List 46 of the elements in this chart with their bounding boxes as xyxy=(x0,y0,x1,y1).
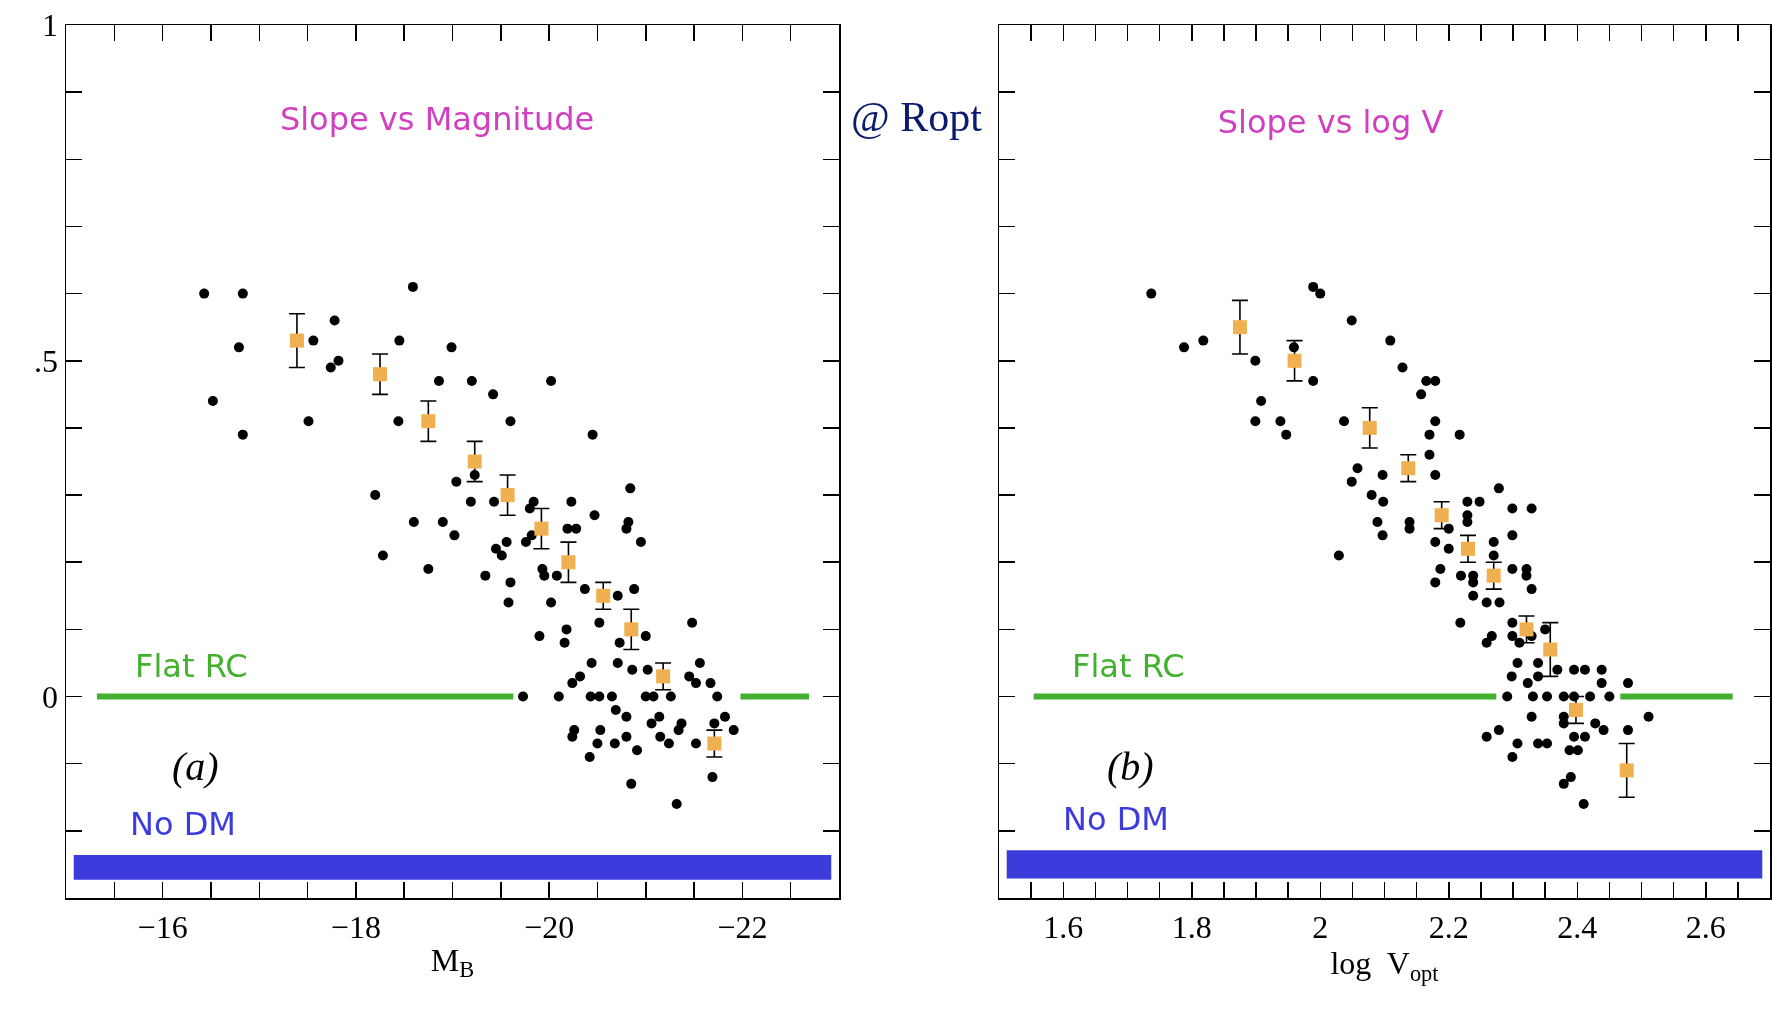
x-tick-label: 2.6 xyxy=(1685,908,1726,945)
text: Slope vs Magnitude xyxy=(279,100,595,139)
point xyxy=(596,588,611,603)
point xyxy=(1287,353,1302,368)
point xyxy=(1519,622,1534,637)
series-label: Flat RC xyxy=(135,647,248,685)
annotation: (b) xyxy=(1107,744,1154,789)
point xyxy=(421,414,436,429)
x-tick-label: −22 xyxy=(717,908,768,945)
x-tick-label: 2.2 xyxy=(1428,908,1469,945)
y-tick-label: .5 xyxy=(34,342,59,379)
x-tick-label: −20 xyxy=(524,908,575,945)
y-tick-label: 1 xyxy=(42,7,59,44)
y-tick-label: 0 xyxy=(42,678,59,715)
x-tick-label: −18 xyxy=(330,908,381,945)
point xyxy=(1543,642,1558,657)
x-tick-label: 2 xyxy=(1312,908,1329,945)
x-tick-label: 1.6 xyxy=(1043,908,1084,945)
point xyxy=(534,521,549,536)
point xyxy=(1461,541,1476,556)
x-axis-title: M$_{B}$ xyxy=(430,941,475,983)
point xyxy=(707,736,722,751)
point xyxy=(373,367,388,382)
x-tick-label: 1.8 xyxy=(1171,908,1212,945)
x-tick-label: −16 xyxy=(137,908,188,945)
text: @ Ropt xyxy=(851,94,983,140)
x-tick-label: 2.4 xyxy=(1557,908,1598,945)
band-label: No DM xyxy=(1063,800,1169,838)
point xyxy=(561,555,576,570)
point xyxy=(1619,763,1634,778)
point xyxy=(656,669,671,684)
point xyxy=(624,622,639,637)
point xyxy=(467,454,482,469)
point xyxy=(1362,420,1377,435)
point xyxy=(1568,702,1583,717)
band-label: No DM xyxy=(130,805,236,843)
point xyxy=(289,333,304,348)
point xyxy=(500,488,515,503)
annotation: (a) xyxy=(172,744,219,789)
series-label: Flat RC xyxy=(1072,647,1185,685)
x-axis-title: log V$_{opt}$ xyxy=(1330,944,1440,986)
text: Slope vs log V xyxy=(1217,103,1444,142)
point xyxy=(1401,461,1416,476)
point xyxy=(1486,568,1501,583)
point xyxy=(1232,320,1247,335)
point xyxy=(1434,508,1449,523)
